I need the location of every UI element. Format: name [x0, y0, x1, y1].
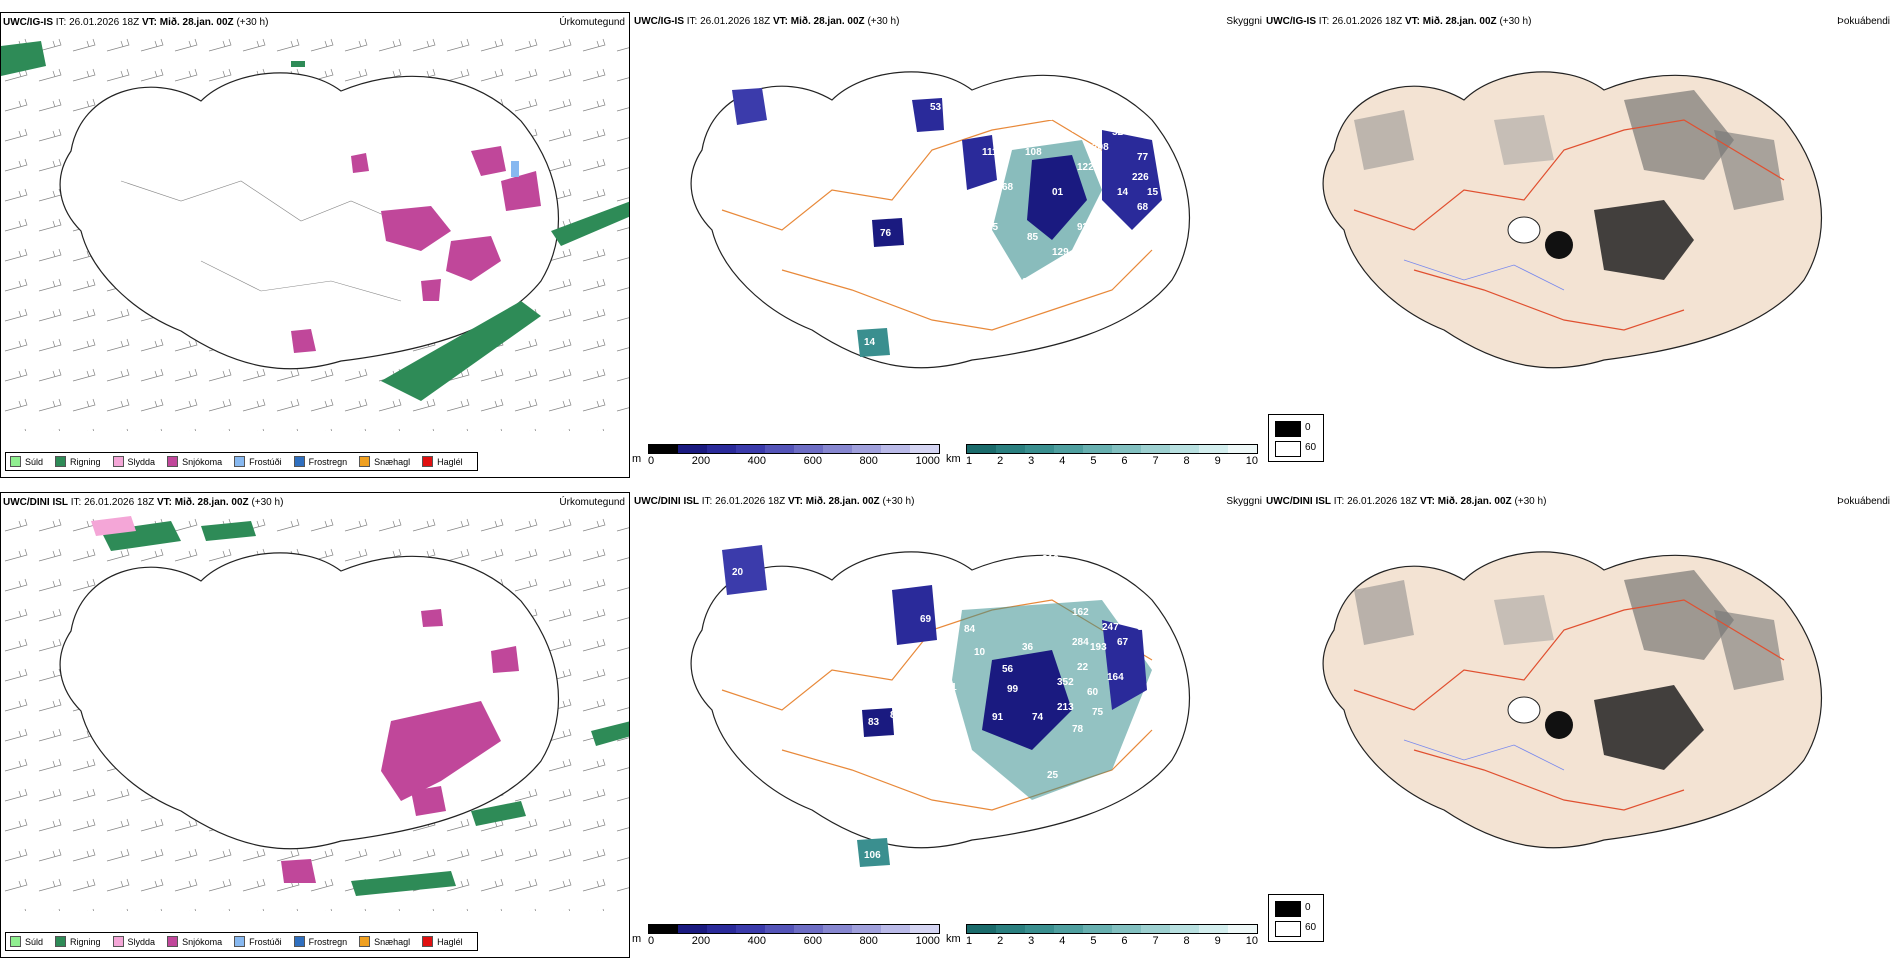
svg-text:75: 75	[1092, 707, 1104, 718]
visibility-value-labels: 210 75 44 51 162 247 284 193 67 352 164 …	[732, 554, 1149, 861]
svg-text:53: 53	[930, 102, 942, 113]
height-colorbar-bottom: m 0 200 400 600 800 1000	[632, 924, 940, 948]
svg-text:14: 14	[864, 337, 876, 348]
svg-text:111: 111	[982, 147, 998, 158]
svg-text:210: 210	[1042, 554, 1059, 565]
visibility-map: 210 75 44 51 162 247 284 193 67 352 164 …	[690, 545, 1190, 867]
panel-header: UWC/DINI ISL IT: 26.01.2026 18Z VT: Mið.…	[3, 497, 284, 508]
fog-key-bottom: 0 60	[1268, 894, 1324, 942]
svg-text:67: 67	[1117, 637, 1129, 648]
visibility-title: Skyggni	[1226, 496, 1262, 507]
svg-text:284: 284	[1072, 637, 1089, 648]
svg-text:01: 01	[1052, 187, 1064, 198]
rain-areas	[1, 41, 629, 401]
precip-legend: Súld Rigning Slydda Snjókoma Frostúði Fr…	[5, 452, 478, 471]
svg-text:76: 76	[880, 228, 892, 239]
height-colorbar-top: m 0 200 400 600 800 1000	[632, 444, 940, 468]
svg-text:213: 213	[1057, 702, 1074, 713]
svg-text:25: 25	[1047, 770, 1059, 781]
svg-text:193: 193	[1090, 642, 1107, 653]
visibility-colorbar-top: km 1 2 3 4 5 6 7 8 9 10	[946, 444, 1258, 468]
precip-panel-top: UWC/IG-IS IT: 26.01.2026 18Z VT: Mið. 28…	[0, 12, 630, 478]
svg-text:15: 15	[1147, 187, 1159, 198]
svg-text:129: 129	[1052, 247, 1069, 258]
svg-text:162: 162	[1072, 607, 1089, 618]
visibility-panel-top: UWC/IG-IS IT: 26.01.2026 18Z VT: Mið. 28…	[632, 12, 1262, 478]
svg-text:247: 247	[1102, 622, 1119, 633]
svg-text:69: 69	[920, 614, 932, 625]
svg-text:121: 121	[1047, 112, 1064, 123]
panel-header: UWC/IG-IS IT: 26.01.2026 18Z VT: Mið. 28…	[1266, 16, 1532, 27]
visibility-reduced-areas	[722, 545, 1152, 867]
svg-text:36: 36	[1022, 642, 1034, 653]
svg-text:56: 56	[1002, 664, 1014, 675]
fog-panel-top: UWC/IG-IS IT: 26.01.2026 18Z VT: Mið. 28…	[1264, 12, 1894, 478]
svg-text:81: 81	[1152, 217, 1164, 228]
svg-text:74: 74	[1032, 712, 1044, 723]
svg-text:51: 51	[1137, 622, 1149, 633]
precip-title: Úrkomutegund	[559, 17, 625, 28]
svg-text:82: 82	[890, 710, 902, 721]
svg-text:77: 77	[1137, 152, 1149, 163]
svg-text:60: 60	[1087, 687, 1099, 698]
visibility-value-labels: 121 52 208 108 111 68 75 85 129 20 46 76…	[864, 102, 1164, 348]
svg-text:106: 106	[864, 850, 881, 861]
visibility-colorbar-bottom: km 1 2 3 4 5 6 7 8 9 10	[946, 924, 1258, 948]
svg-text:52: 52	[1112, 127, 1124, 138]
svg-text:78: 78	[1072, 724, 1084, 735]
fog-index-areas	[1354, 90, 1784, 280]
fog-index-areas	[1354, 570, 1784, 770]
svg-text:92: 92	[1077, 222, 1089, 233]
svg-text:10: 10	[974, 647, 986, 658]
svg-text:84: 84	[964, 624, 976, 635]
svg-text:122: 122	[1077, 162, 1094, 173]
svg-text:208: 208	[1092, 142, 1109, 153]
precip-panel-bottom: UWC/DINI ISL IT: 26.01.2026 18Z VT: Mið.…	[0, 492, 630, 958]
fog-title: Þokuábendi	[1837, 496, 1890, 507]
visibility-panel-bottom: UWC/DINI ISL IT: 26.01.2026 18Z VT: Mið.…	[632, 492, 1262, 958]
fog-key-top: 0 60	[1268, 414, 1324, 462]
precip-title: Úrkomutegund	[559, 497, 625, 508]
svg-text:83: 83	[868, 717, 880, 728]
precip-legend: Súld Rigning Slydda Snjókoma Frostúði Fr…	[5, 932, 478, 951]
panel-header: UWC/DINI ISL IT: 26.01.2026 18Z VT: Mið.…	[634, 496, 915, 507]
svg-text:108: 108	[1025, 147, 1042, 158]
visibility-reduced-areas	[732, 88, 1162, 357]
precip-map	[1, 511, 629, 911]
panel-header: UWC/IG-IS IT: 26.01.2026 18Z VT: Mið. 28…	[634, 16, 900, 27]
svg-text:14: 14	[1117, 187, 1129, 198]
snow-areas	[291, 146, 541, 353]
panel-header: UWC/IG-IS IT: 26.01.2026 18Z VT: Mið. 28…	[3, 17, 269, 28]
svg-text:85: 85	[1027, 232, 1039, 243]
panel-header: UWC/DINI ISL IT: 26.01.2026 18Z VT: Mið.…	[1266, 496, 1547, 507]
fog-map	[1322, 551, 1822, 849]
svg-text:46: 46	[1030, 292, 1042, 303]
fog-panel-bottom: UWC/DINI ISL IT: 26.01.2026 18Z VT: Mið.…	[1264, 492, 1894, 958]
svg-text:44: 44	[1132, 597, 1144, 608]
svg-text:22: 22	[1072, 124, 1084, 135]
svg-text:91: 91	[992, 712, 1004, 723]
visibility-map: 121 52 208 108 111 68 75 85 129 20 46 76…	[690, 71, 1190, 369]
precip-map	[1, 31, 629, 431]
svg-text:226: 226	[1132, 172, 1149, 183]
svg-text:75: 75	[1102, 582, 1114, 593]
svg-text:164: 164	[1107, 672, 1124, 683]
svg-text:20: 20	[732, 567, 744, 578]
svg-text:22: 22	[1077, 662, 1089, 673]
svg-text:352: 352	[1057, 677, 1074, 688]
svg-text:20: 20	[1022, 277, 1034, 288]
fog-map	[1322, 71, 1822, 369]
fog-title: Þokuábendi	[1837, 16, 1890, 27]
svg-text:99: 99	[1007, 684, 1019, 695]
svg-text:75: 75	[987, 222, 999, 233]
visibility-title: Skyggni	[1226, 16, 1262, 27]
svg-text:701: 701	[940, 682, 957, 693]
svg-text:68: 68	[1137, 202, 1149, 213]
svg-text:68: 68	[1002, 182, 1014, 193]
snow-areas	[281, 609, 519, 883]
